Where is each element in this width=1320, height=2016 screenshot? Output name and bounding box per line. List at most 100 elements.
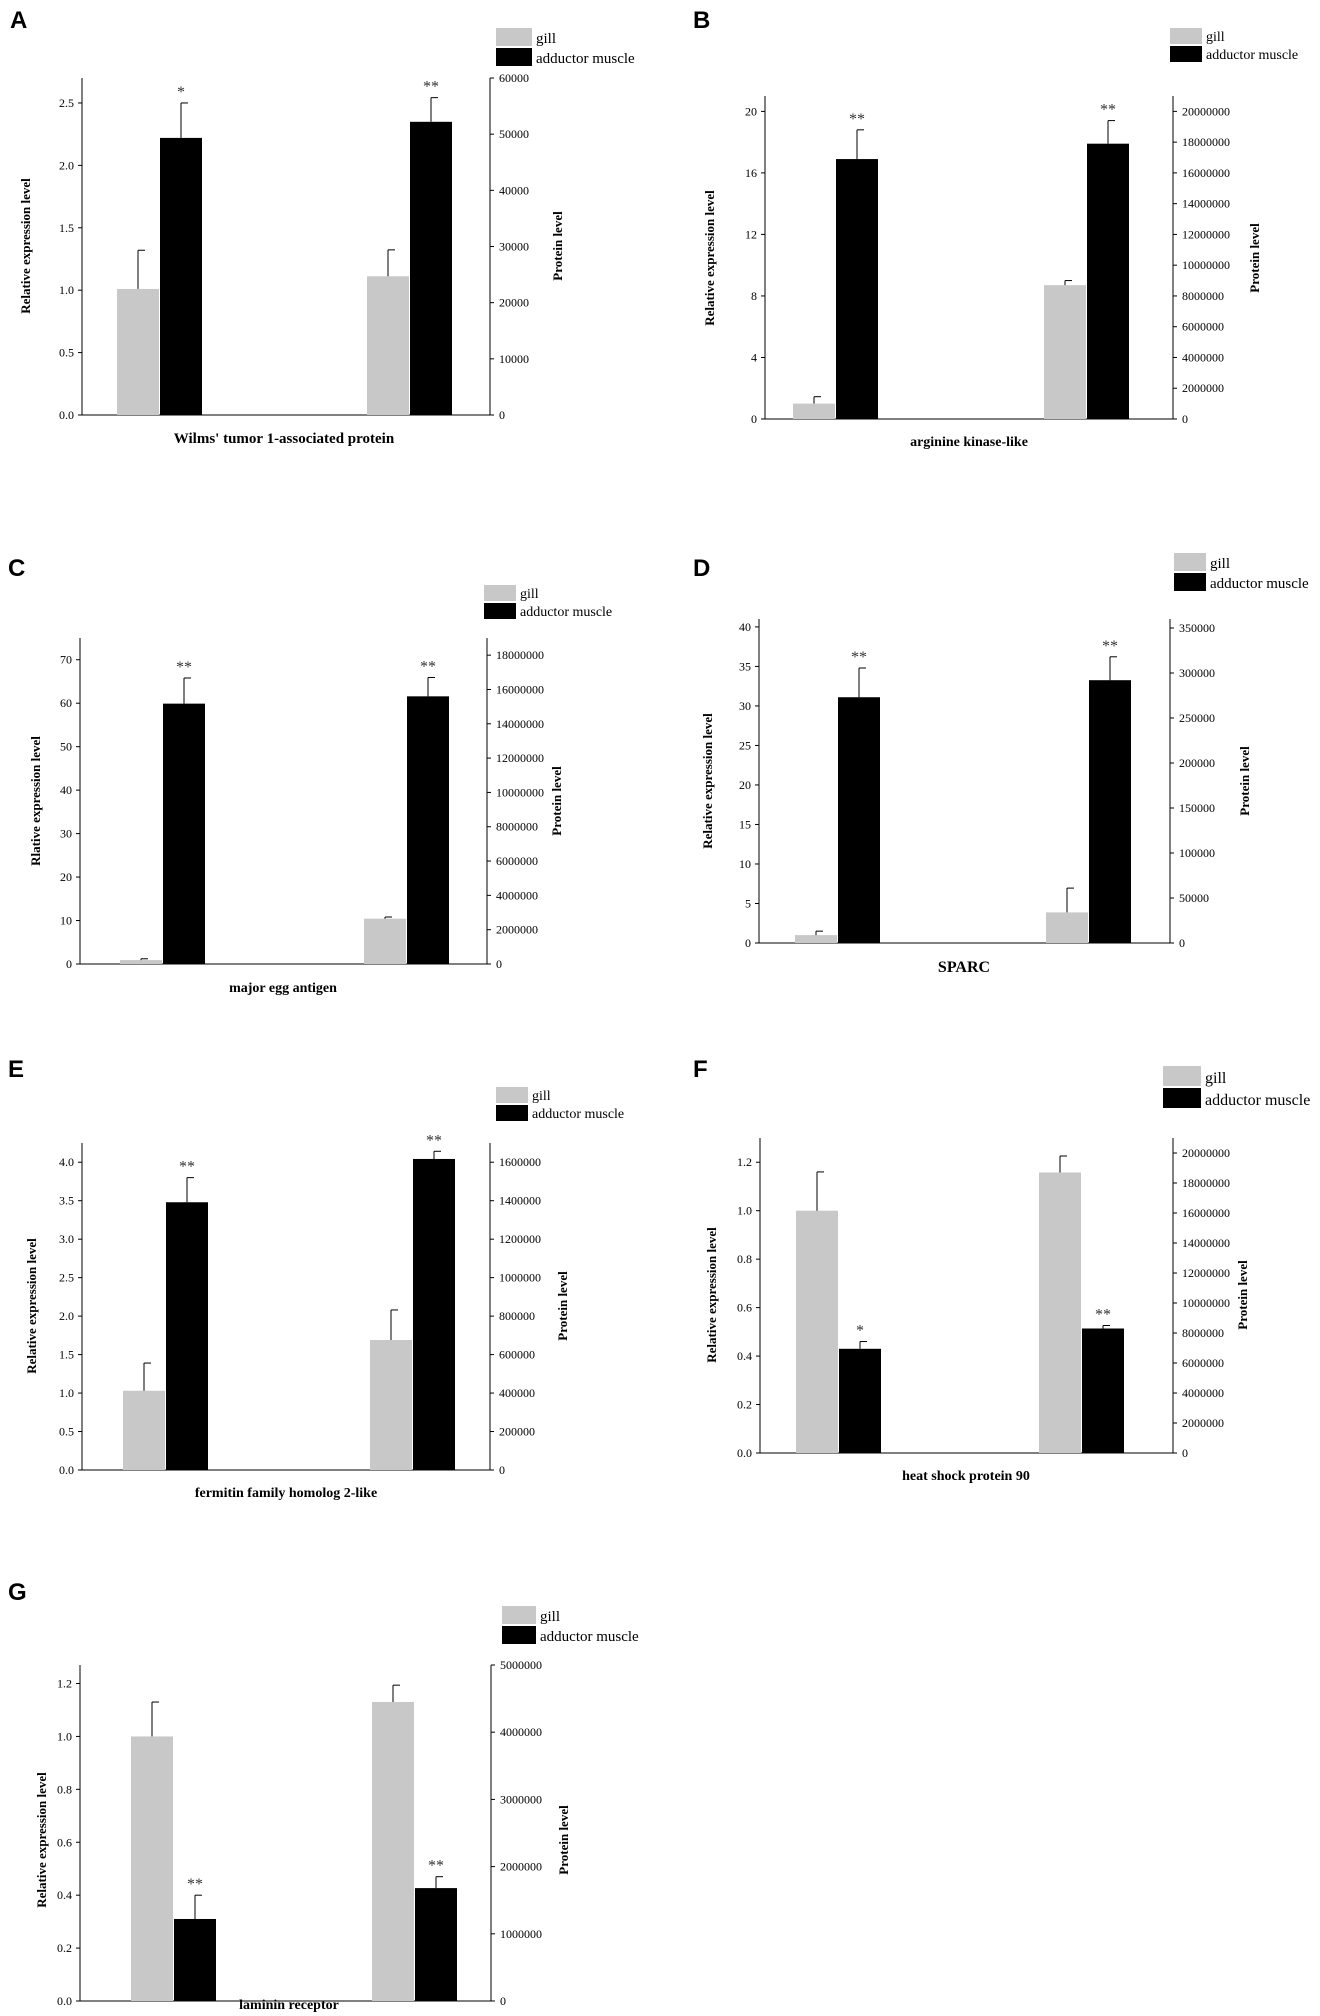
left-tick-label: 1.2 (737, 1155, 752, 1169)
right-tick-label: 150000 (1179, 801, 1215, 815)
right-tick-label: 4000000 (1182, 1386, 1224, 1400)
left-tick-label: 10 (739, 857, 751, 871)
right-tick-label: 14000000 (496, 717, 544, 731)
significance-marker: ** (851, 649, 867, 666)
right-tick-label: 40000 (499, 183, 529, 197)
legend-label-adductor-muscle: adductor muscle (532, 1107, 624, 1122)
right-tick-label: 16000000 (1182, 166, 1230, 180)
right-tick-label: 50000 (1179, 891, 1209, 905)
left-tick-label: 0.0 (59, 1463, 74, 1477)
right-tick-label: 12000000 (1182, 227, 1230, 241)
right-tick-label: 2000000 (500, 1860, 542, 1874)
bar-adductor-muscle-group2 (407, 696, 449, 964)
left-tick-label: 0.0 (737, 1446, 752, 1460)
bar-gill-group2 (367, 276, 409, 415)
x-axis-label: major egg antigen (229, 981, 337, 996)
panel-letter: C (8, 555, 25, 582)
legend-label-adductor-muscle: adductor muscle (1206, 48, 1298, 63)
right-tick-label: 2000000 (1182, 381, 1224, 395)
left-tick-label: 20 (745, 104, 757, 118)
legend-label-adductor-muscle: adductor muscle (540, 1629, 639, 1645)
right-tick-label: 18000000 (496, 648, 544, 662)
right-tick-label: 300000 (1179, 666, 1215, 680)
bar-gill-group2 (1039, 1172, 1081, 1453)
left-tick-label: 10 (60, 914, 72, 928)
significance-marker: ** (428, 1858, 444, 1875)
legend-label-gill: gill (540, 1609, 560, 1625)
legend: gill adductor muscle (484, 585, 612, 620)
panel-letter: D (693, 555, 710, 582)
right-tick-label: 8000000 (496, 820, 538, 834)
left-tick-label: 0.4 (57, 1888, 72, 1902)
y-axis-title-left: Relative expression level (24, 1238, 39, 1374)
right-tick-label: 4000000 (1182, 350, 1224, 364)
x-axis-label: SPARC (938, 959, 990, 976)
right-tick-label: 0 (1179, 936, 1185, 950)
right-tick-label: 8000000 (1182, 1326, 1224, 1340)
right-tick-label: 0 (1182, 412, 1188, 426)
left-tick-label: 1.0 (59, 283, 74, 297)
right-tick-label: 250000 (1179, 711, 1215, 725)
right-tick-label: 0 (496, 957, 502, 971)
bar-adductor-muscle-group2 (413, 1158, 455, 1470)
left-tick-label: 0 (751, 412, 757, 426)
right-tick-label: 0 (499, 408, 505, 422)
y-axis-title-right: Protein level (1247, 223, 1262, 293)
left-tick-label: 1.0 (57, 1729, 72, 1743)
right-tick-label: 18000000 (1182, 135, 1230, 149)
significance-marker: ** (426, 1132, 442, 1149)
left-tick-label: 1.0 (59, 1386, 74, 1400)
left-tick-label: 50 (60, 740, 72, 754)
y-axis-title-right: Protein level (1235, 1260, 1250, 1330)
legend: gill adductor muscle (496, 28, 635, 67)
right-tick-label: 1000000 (500, 1927, 542, 1941)
bar-gill-group1 (117, 288, 159, 415)
right-tick-label: 14000000 (1182, 1236, 1230, 1250)
left-tick-label: 0.5 (59, 346, 74, 360)
left-tick-label: 20 (739, 778, 751, 792)
left-tick-label: 1.0 (737, 1204, 752, 1218)
significance-marker: * (856, 1323, 864, 1340)
left-tick-label: 25 (739, 738, 751, 752)
significance-marker: ** (420, 658, 436, 675)
panel-letter: A (10, 7, 27, 34)
right-tick-label: 6000000 (1182, 1356, 1224, 1370)
bar-adductor-muscle-group1 (836, 159, 878, 420)
legend: gill adductor muscle (1170, 28, 1298, 63)
legend-swatch-gill (1174, 553, 1206, 571)
legend-label-adductor-muscle: adductor muscle (536, 51, 635, 67)
right-tick-label: 30000 (499, 240, 529, 254)
bar-adductor-muscle-group1 (160, 137, 202, 415)
legend: gill adductor muscle (1163, 1066, 1310, 1109)
panel-letter: F (693, 1056, 708, 1083)
left-tick-label: 0.8 (737, 1252, 752, 1266)
left-tick-label: 0.5 (59, 1425, 74, 1439)
left-tick-label: 15 (739, 817, 751, 831)
y-axis-title-right: Protein level (555, 1271, 570, 1341)
right-tick-label: 12000000 (1182, 1266, 1230, 1280)
left-tick-label: 1.5 (59, 1348, 74, 1362)
right-tick-label: 10000000 (496, 785, 544, 799)
bar-gill-group2 (364, 918, 406, 964)
left-tick-label: 0.0 (59, 408, 74, 422)
right-tick-label: 200000 (499, 1425, 535, 1439)
legend-swatch-adductor-muscle (1174, 573, 1206, 591)
right-tick-label: 8000000 (1182, 289, 1224, 303)
right-tick-label: 10000000 (1182, 258, 1230, 272)
bar-gill-group2 (1046, 912, 1088, 943)
right-tick-label: 18000000 (1182, 1176, 1230, 1190)
left-tick-label: 0 (66, 957, 72, 971)
bar-adductor-muscle-group2 (1087, 143, 1129, 419)
bar-gill-group2 (1044, 285, 1086, 419)
right-tick-label: 14000000 (1182, 197, 1230, 211)
legend-swatch-adductor-muscle (484, 603, 516, 619)
left-tick-label: 2.5 (59, 1271, 74, 1285)
y-axis-title-right: Protein level (1237, 746, 1252, 816)
legend-swatch-gill (484, 585, 516, 601)
bar-gill-group1 (793, 403, 835, 419)
